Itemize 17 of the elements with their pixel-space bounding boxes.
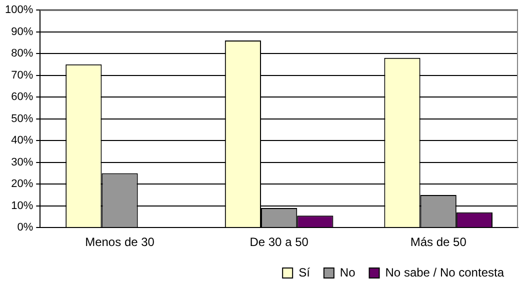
x-tick-label: Menos de 30 (85, 235, 155, 250)
y-tick-label: 50% (11, 112, 34, 125)
y-tick-label: 0% (17, 222, 34, 234)
legend-label: No (340, 265, 356, 280)
x-tick-label: De 30 a 50 (250, 235, 309, 250)
y-tick-label: 70% (11, 69, 34, 82)
y-tick-label: 10% (11, 200, 34, 212)
y-tick-label: 20% (11, 178, 34, 190)
legend-label: Sí (298, 265, 311, 280)
y-tick-label: 90% (11, 26, 34, 38)
y-tick-label: 40% (11, 134, 34, 147)
y-tick-label: 30% (11, 156, 34, 168)
y-tick-label: 100% (4, 4, 34, 16)
y-tick-label: 80% (11, 48, 34, 60)
y-tick-label: 60% (11, 91, 34, 104)
x-tick-label: Más de 50 (410, 235, 467, 250)
legend-label: No sabe / No contesta (385, 265, 504, 280)
